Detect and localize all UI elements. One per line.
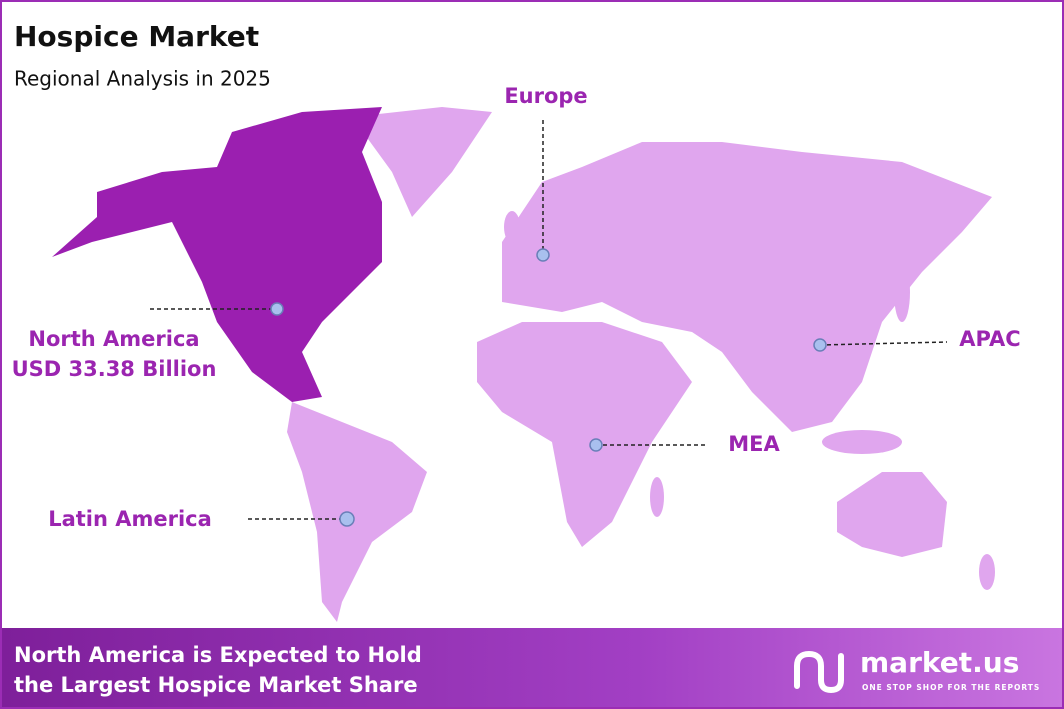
- marker: [536, 248, 550, 262]
- leader-line: [819, 341, 948, 346]
- marker: [589, 438, 603, 452]
- footer-text: North America is Expected to Hold: [14, 643, 422, 667]
- region-label: Europe: [504, 84, 587, 108]
- new-zealand: [979, 554, 995, 590]
- region-label: Latin America: [48, 507, 212, 531]
- uk: [504, 211, 520, 243]
- madagascar: [650, 477, 664, 517]
- title: Hospice Market: [14, 20, 259, 53]
- region-label: MEA: [728, 432, 780, 456]
- leader-lines: [150, 120, 948, 520]
- region-label: APAC: [959, 327, 1020, 351]
- markers: [270, 248, 827, 527]
- world-map: [287, 107, 995, 622]
- eurasia: [502, 142, 992, 432]
- footer-text: the Largest Hospice Market Share: [14, 673, 418, 697]
- subtitle: Regional Analysis in 2025: [14, 67, 271, 91]
- logo-tagline: ONE STOP SHOP FOR THE REPORTS: [862, 683, 1040, 692]
- africa: [477, 322, 692, 547]
- greenland: [352, 107, 492, 217]
- logo-name: market.us: [860, 646, 1019, 679]
- north-america: [52, 107, 382, 402]
- marker: [339, 511, 355, 527]
- islands: [822, 430, 902, 454]
- footer-band: [2, 628, 1062, 707]
- region-value: USD 33.38 Billion: [12, 357, 217, 381]
- logo-icon: [794, 650, 844, 694]
- japan: [894, 262, 910, 322]
- south-america: [287, 402, 427, 622]
- marker: [813, 338, 827, 352]
- region-label: North America: [28, 327, 199, 351]
- marker: [270, 302, 284, 316]
- australia: [837, 472, 947, 557]
